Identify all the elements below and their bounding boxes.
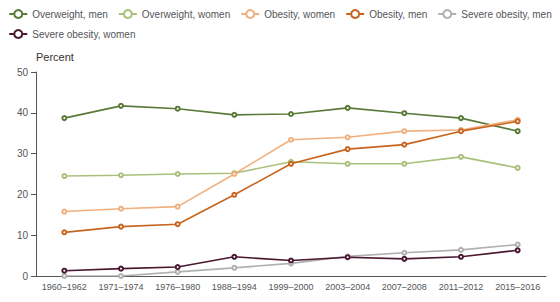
svg-text:Severe obesity, women: Severe obesity, women xyxy=(32,29,135,40)
svg-text:2015–2016: 2015–2016 xyxy=(495,282,540,292)
svg-text:20: 20 xyxy=(17,189,29,200)
svg-text:0: 0 xyxy=(22,271,28,282)
svg-text:10: 10 xyxy=(17,230,29,241)
svg-text:1976–1980: 1976–1980 xyxy=(155,282,200,292)
svg-text:Obesity, women: Obesity, women xyxy=(264,9,335,20)
svg-text:Obesity, men: Obesity, men xyxy=(369,9,427,20)
svg-text:50: 50 xyxy=(17,67,29,78)
svg-text:1999–2000: 1999–2000 xyxy=(268,282,313,292)
svg-text:1960–1962: 1960–1962 xyxy=(42,282,87,292)
svg-text:Percent: Percent xyxy=(36,51,74,63)
svg-text:2007–2008: 2007–2008 xyxy=(382,282,427,292)
svg-text:Overweight, women: Overweight, women xyxy=(142,9,230,20)
svg-text:40: 40 xyxy=(17,107,29,118)
svg-text:1971–1974: 1971–1974 xyxy=(98,282,143,292)
svg-text:1988–1994: 1988–1994 xyxy=(212,282,257,292)
svg-text:2003–2004: 2003–2004 xyxy=(325,282,370,292)
svg-text:2011–2012: 2011–2012 xyxy=(439,282,483,292)
svg-text:Severe obesity, men: Severe obesity, men xyxy=(461,9,551,20)
svg-text:Overweight, men: Overweight, men xyxy=(32,9,108,20)
svg-text:30: 30 xyxy=(17,148,29,159)
